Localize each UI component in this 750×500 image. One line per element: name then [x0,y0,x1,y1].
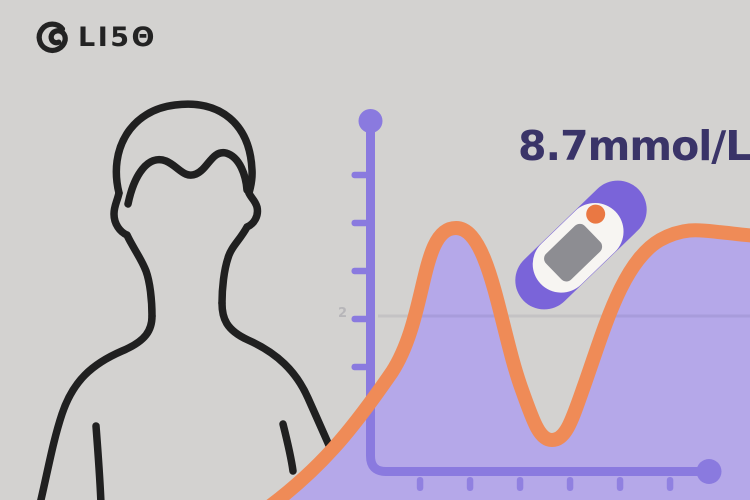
y-tick [351,267,369,275]
x-tick [666,477,674,491]
x-tick [516,477,524,491]
person-left-shoulder [37,312,156,500]
person-face-right [218,189,262,307]
x-tick [566,477,574,491]
person-outline-illustration [37,100,336,500]
person-right-shoulder [218,299,336,456]
person-left-arm-line [92,422,105,500]
glucose-curve-line [266,220,750,500]
x-axis-ticks [416,477,674,491]
person-face-left [110,189,156,320]
brand-logo: LI5Θ [34,20,157,56]
faint-tick-label: 2 [338,306,348,321]
person-hair-outline [112,100,256,197]
g-logo-icon [36,21,68,54]
brand-logo-text: LI5Θ [78,22,157,53]
y-tick [351,171,369,179]
y-tick [351,219,369,227]
y-axis-end-dot [358,109,383,133]
device-indicator-dot [586,204,606,224]
glucose-reading-value: 8.7mmol/L [518,122,750,170]
x-tick [466,477,474,491]
x-axis-end-dot [696,459,722,484]
y-tick [351,363,369,371]
axis-l-line [366,126,703,476]
chart-axes [351,109,722,491]
person-right-arm-line [279,420,297,475]
chart-area-fill [277,228,750,500]
x-tick [616,477,624,491]
y-axis-ticks [351,171,369,371]
y-tick [351,315,369,323]
device-screen [544,223,603,282]
x-tick [416,477,424,491]
person-hair-fringe [124,149,251,208]
glucose-meter-device [515,180,647,310]
